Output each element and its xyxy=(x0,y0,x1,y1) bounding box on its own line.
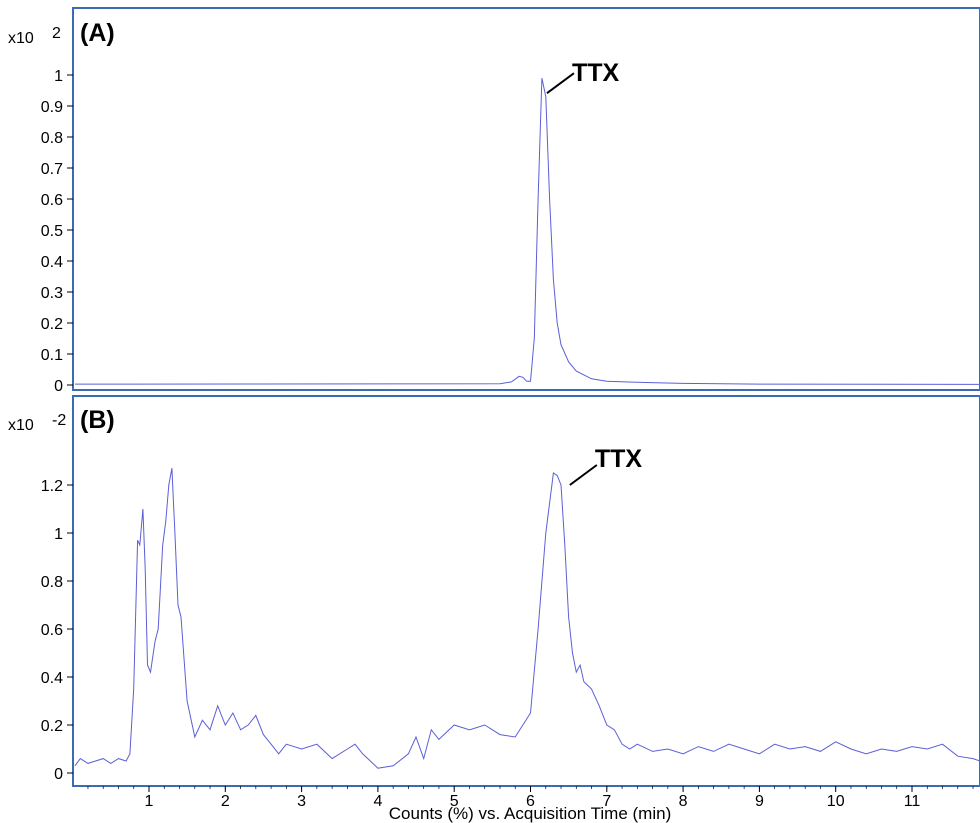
y-tick-label: 0.4 xyxy=(41,254,63,271)
y-tick-label: 0.8 xyxy=(41,130,63,147)
y-tick-label: 0.2 xyxy=(41,316,63,333)
panel-a-annotation: TTX xyxy=(546,59,620,95)
panel-a: 00.10.20.30.40.50.60.70.80.91 x10 2 (A) … xyxy=(8,7,980,395)
panel-b-multiplier-exponent: -2 xyxy=(52,412,66,429)
x-axis-label: Counts (%) vs. Acquisition Time (min) xyxy=(389,804,671,823)
panel-a-label: (A) xyxy=(80,19,115,47)
x-tick-label: 5 xyxy=(450,793,459,810)
x-tick-label: 9 xyxy=(755,793,764,810)
y-tick-label: 1 xyxy=(54,68,63,85)
x-tick-label: 11 xyxy=(904,793,921,810)
panel-a-series-line xyxy=(74,77,980,385)
y-tick-label: 1.2 xyxy=(41,478,63,495)
panel-b-y-axis: 0 0.2 0.4 0.6 0.8 1 1.2 xyxy=(41,478,73,783)
x-tick-label: 7 xyxy=(602,793,611,810)
x-tick-label: 1 xyxy=(145,793,154,810)
y-tick-label: 0.8 xyxy=(41,574,63,591)
y-tick-label: 0.9 xyxy=(41,99,63,116)
panel-b-frame xyxy=(72,395,980,787)
panel-b-annotation: TTX xyxy=(569,445,643,486)
y-tick-label: 0.7 xyxy=(41,161,63,178)
x-tick-label: 3 xyxy=(297,793,306,810)
x-tick-label: 2 xyxy=(221,793,230,810)
y-tick-label: 1 xyxy=(54,526,63,543)
panel-b-x-axis: 1 2 3 4 5 6 7 8 9 10 11 xyxy=(87,786,974,810)
panel-a-frame xyxy=(72,7,980,391)
panel-a-multiplier-base: x10 xyxy=(8,30,34,47)
y-tick-label: 0.5 xyxy=(41,223,63,240)
y-tick-label: 0.3 xyxy=(41,285,63,302)
panel-a-y-axis: 0 0.1 0.2 0.3 0.4 0.5 0.6 0.7 0.8 0.9 1 xyxy=(41,68,73,395)
x-tick-label: 8 xyxy=(679,793,688,810)
panel-b-multiplier-base: x10 xyxy=(8,417,34,434)
annotation-leader-line xyxy=(546,72,575,95)
panel-a-multiplier-exponent: 2 xyxy=(52,25,61,42)
panel-b: 0 0.2 0.4 0.6 0.8 1 1.2 1 2 3 4 5 6 7 8 9 10 11 x10 -2 (… xyxy=(8,395,980,823)
y-tick-label: 0 xyxy=(54,378,63,395)
panel-a-multiplier: x10 2 xyxy=(8,25,61,47)
y-tick-label: 0 xyxy=(54,766,63,783)
y-tick-label: 0.4 xyxy=(41,670,63,687)
y-tick-label: 0.6 xyxy=(41,192,63,209)
panel-b-series-line xyxy=(74,468,980,769)
x-tick-label: 10 xyxy=(827,793,845,810)
panel-b-multiplier: x10 -2 xyxy=(8,412,66,434)
annotation-leader-line xyxy=(569,464,598,486)
y-tick-label: 0.2 xyxy=(41,718,63,735)
panel-b-label: (B) xyxy=(80,406,115,434)
x-tick-label: 4 xyxy=(373,793,382,810)
y-tick-label: 0.6 xyxy=(41,622,63,639)
annotation-label: TTX xyxy=(572,59,620,87)
annotation-label: TTX xyxy=(595,445,643,473)
y-tick-label: 0.1 xyxy=(41,347,63,364)
x-tick-label: 6 xyxy=(526,793,535,810)
